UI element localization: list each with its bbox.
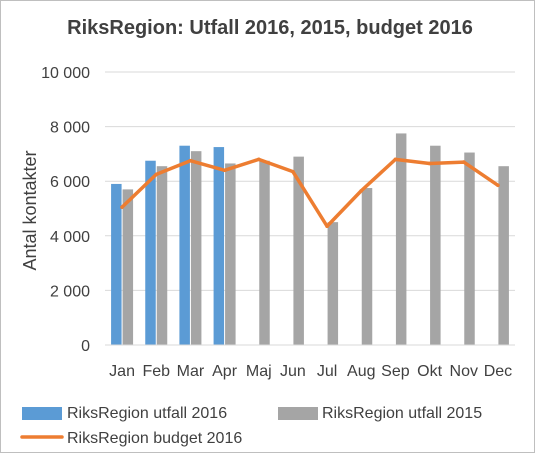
budget-2016-point-okt [427, 161, 432, 166]
bar-utfall-2015-jun [293, 156, 304, 345]
bar-utfall-2015-jan [122, 189, 134, 345]
bar-utfall-2016-jan [111, 183, 122, 345]
bar-utfall-2015-okt [430, 145, 441, 345]
y-tick-label: 6 000 [50, 174, 90, 191]
bar-utfall-2015-maj [259, 160, 270, 345]
budget-2016-point-aug [359, 188, 364, 193]
legend-swatch-1 [278, 407, 318, 420]
x-tick-label: Sep [381, 363, 410, 380]
y-tick-label: 0 [81, 338, 90, 355]
y-tick-label: 8 000 [50, 120, 90, 137]
bar-utfall-2016-apr [213, 147, 225, 345]
y-tick-label: 10 000 [41, 65, 90, 82]
x-tick-label: Jan [109, 363, 135, 380]
bar-utfall-2015-apr [225, 163, 236, 345]
x-tick-label: Feb [142, 363, 170, 380]
legend-label-1: RiksRegion utfall 2015 [322, 405, 482, 422]
legend-swatch-0 [22, 407, 62, 420]
budget-2016-point-sep [393, 157, 398, 162]
budget-2016-point-jan [120, 205, 124, 209]
legend-label-0: RiksRegion utfall 2016 [67, 405, 227, 422]
bar-utfall-2015-mar [190, 151, 202, 345]
budget-2016-point-apr [222, 168, 227, 173]
bar-utfall-2015-jul [327, 222, 339, 345]
y-axis-title: Antal kontakter [20, 150, 40, 270]
budget-2016-point-dec [496, 183, 500, 188]
bar-utfall-2016-mar [179, 145, 190, 345]
x-tick-label: Jun [280, 363, 306, 380]
bar-utfall-2015-nov [464, 152, 475, 345]
x-tick-label: Okt [417, 363, 442, 380]
x-tick-label: Mar [177, 363, 205, 380]
x-tick-label: Dec [484, 363, 512, 380]
bar-utfall-2015-dec [498, 166, 509, 345]
budget-2016-point-jul [325, 224, 329, 229]
x-tick-label: Jul [317, 363, 337, 380]
budget-2016-point-maj [256, 157, 261, 162]
budget-2016-point-mar [188, 158, 193, 163]
budget-2016-point-jun [291, 169, 295, 174]
y-tick-label: 2 000 [50, 283, 90, 300]
budget-2016-line [120, 157, 500, 228]
budget-2016-point-nov [461, 160, 466, 164]
bar-utfall-2015-feb [156, 166, 168, 345]
legend-label-2: RiksRegion budget 2016 [67, 430, 242, 447]
y-tick-label: 4 000 [50, 229, 90, 246]
x-tick-label: Apr [212, 363, 238, 380]
x-tick-label: Nov [450, 363, 478, 380]
bar-utfall-2015-aug [361, 188, 373, 345]
x-tick-label: Maj [246, 363, 272, 380]
budget-2016-point-feb [154, 172, 159, 177]
x-tick-label: Aug [347, 363, 375, 380]
bar-utfall-2015-sep [395, 133, 407, 345]
bar-utfall-2016-feb [145, 160, 156, 345]
chart-title: RiksRegion: Utfall 2016, 2015, budget 20… [67, 17, 473, 39]
